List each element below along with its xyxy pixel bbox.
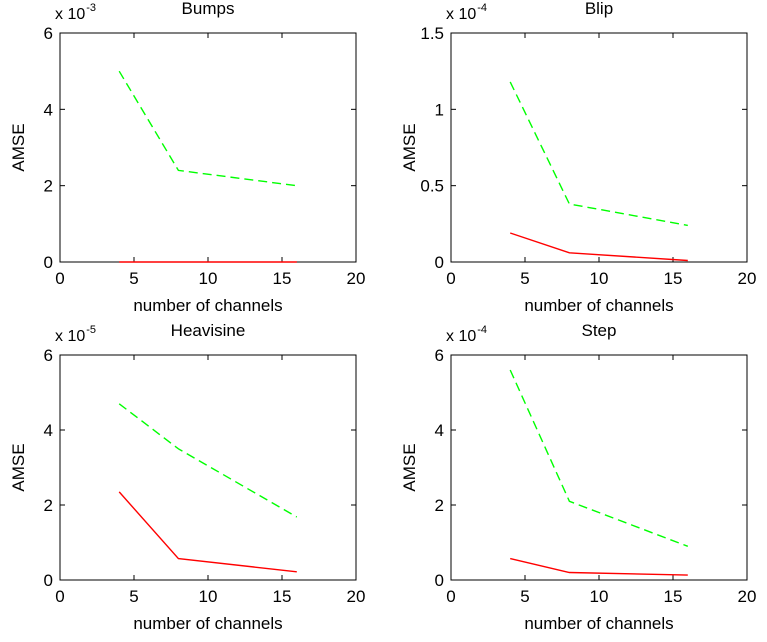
x-tick-label: 0 — [446, 269, 455, 288]
y-tick-label: 2 — [44, 177, 53, 196]
y-tick-label: 1.5 — [420, 24, 444, 43]
x-tick-label: 5 — [520, 587, 529, 606]
x-axis-label: number of channels — [133, 614, 282, 633]
y-tick-label: 6 — [435, 346, 444, 365]
axes-frame — [59, 354, 357, 581]
subplot-2: 0 5 10 15 20 0 2 4 6 Heavisine number of channels A… — [9, 321, 365, 633]
y-tick-label: 2 — [435, 496, 444, 515]
y-axis-label: AMSE — [9, 123, 28, 171]
x-tick-label: 0 — [55, 269, 64, 288]
series-line-dashed — [118, 403, 298, 518]
x-axis-label: number of channels — [524, 614, 673, 633]
x-tick-label: 20 — [738, 269, 757, 288]
subplot-title: Blip — [585, 0, 613, 18]
x-tick-label: 10 — [199, 587, 218, 606]
y-axis-label: AMSE — [9, 443, 28, 491]
series-line-solid — [509, 232, 688, 262]
x-tick-label: 5 — [129, 587, 138, 606]
series-line-solid — [510, 557, 688, 576]
axes-frame — [450, 32, 748, 263]
series-line-dashed — [509, 369, 689, 547]
y-tick-label: 0.5 — [420, 177, 444, 196]
subplot-title: Bumps — [182, 0, 235, 18]
y-tick-label: 2 — [44, 496, 53, 515]
y-tick-label: 4 — [435, 421, 444, 440]
x-tick-label: 10 — [590, 269, 609, 288]
x-tick-label: 15 — [664, 269, 683, 288]
y-axis-label: AMSE — [400, 123, 419, 171]
x-tick-label: 15 — [664, 587, 683, 606]
y-tick-label: 6 — [44, 346, 53, 365]
subplot-1: 0 5 10 15 20 0 0.5 1 1.5 Blip number of channels AM… — [400, 0, 756, 315]
y-tick-label: 0 — [44, 571, 53, 590]
y-axis-label: AMSE — [400, 443, 419, 491]
x-tick-label: 0 — [446, 587, 455, 606]
x-tick-label: 15 — [273, 269, 292, 288]
y-tick-label: 4 — [44, 100, 53, 119]
x-tick-label: 5 — [520, 269, 529, 288]
y-tick-label: 0 — [44, 253, 53, 272]
x-tick-label: 10 — [199, 269, 218, 288]
x-axis-label: number of channels — [524, 296, 673, 315]
y-tick-label: 4 — [44, 421, 53, 440]
axes-frame — [450, 354, 748, 581]
x-axis-label: number of channels — [133, 296, 282, 315]
x-tick-label: 20 — [738, 587, 757, 606]
subplot-title: Heavisine — [171, 321, 246, 340]
subplot-3: 0 5 10 15 20 0 2 4 6 Step number of channels AMSE x … — [400, 321, 756, 633]
y-tick-label: 0 — [435, 253, 444, 272]
y-tick-label: 6 — [44, 24, 53, 43]
y-tick-label: 0 — [435, 571, 444, 590]
x-tick-label: 20 — [347, 269, 366, 288]
x-tick-label: 20 — [347, 587, 366, 606]
x-tick-label: 5 — [129, 269, 138, 288]
subplot-0: 0 5 10 15 20 0 2 4 6 Bumps number of channels AMSE x… — [9, 0, 365, 315]
y-scale-factor: x 10-5 — [55, 324, 96, 345]
series-line-dashed — [509, 81, 688, 227]
x-tick-label: 10 — [590, 587, 609, 606]
series-line-dashed — [118, 70, 297, 187]
y-scale-factor: x 10-3 — [55, 2, 96, 23]
x-tick-label: 0 — [55, 587, 64, 606]
y-scale-factor: x 10-4 — [446, 2, 487, 23]
subplot-title: Step — [582, 321, 617, 340]
y-scale-factor: x 10-4 — [446, 324, 487, 345]
y-tick-label: 1 — [435, 100, 444, 119]
x-tick-label: 15 — [273, 587, 292, 606]
series-line-solid — [118, 491, 297, 573]
axes-frame — [59, 32, 357, 263]
